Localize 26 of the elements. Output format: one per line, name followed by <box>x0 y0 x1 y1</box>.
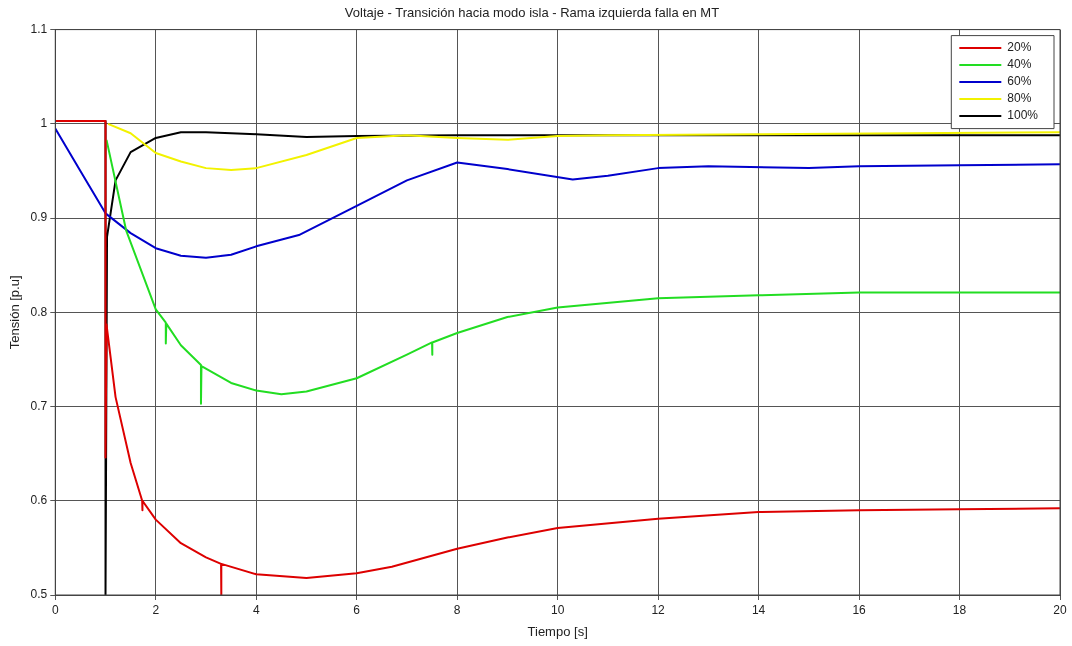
legend-label: 60% <box>1007 74 1032 89</box>
legend-label: 80% <box>1007 91 1032 106</box>
y-axis-title: Tensión [p.u] <box>7 275 23 350</box>
x-axis-title: Tiempo [s] <box>527 623 588 639</box>
y-tick-label: 1 <box>40 116 48 131</box>
y-tick-label: 0.5 <box>30 587 48 602</box>
legend-label: 100% <box>1007 108 1039 123</box>
y-tick-label: 0.9 <box>30 210 48 225</box>
y-tick-label: 1.1 <box>30 21 48 36</box>
x-tick-label: 18 <box>952 602 967 617</box>
legend-label: 20% <box>1007 40 1032 55</box>
x-tick-label: 10 <box>550 602 565 617</box>
x-tick-label: 12 <box>651 602 666 617</box>
x-tick-label: 0 <box>51 602 59 617</box>
legend-label: 40% <box>1007 57 1032 72</box>
x-tick-label: 16 <box>852 602 867 617</box>
x-tick-label: 2 <box>152 602 160 617</box>
chart-title: Voltaje - Transición hacia modo isla - Rama izquierda falla en MT <box>344 5 720 21</box>
x-tick-label: 14 <box>751 602 766 617</box>
x-tick-label: 4 <box>252 602 260 617</box>
x-tick-label: 8 <box>453 602 461 617</box>
x-tick-label: 20 <box>1053 602 1067 617</box>
y-tick-label: 0.8 <box>30 304 48 319</box>
y-tick-label: 0.7 <box>30 398 48 413</box>
x-tick-label: 6 <box>353 602 361 617</box>
y-tick-label: 0.6 <box>30 493 48 508</box>
